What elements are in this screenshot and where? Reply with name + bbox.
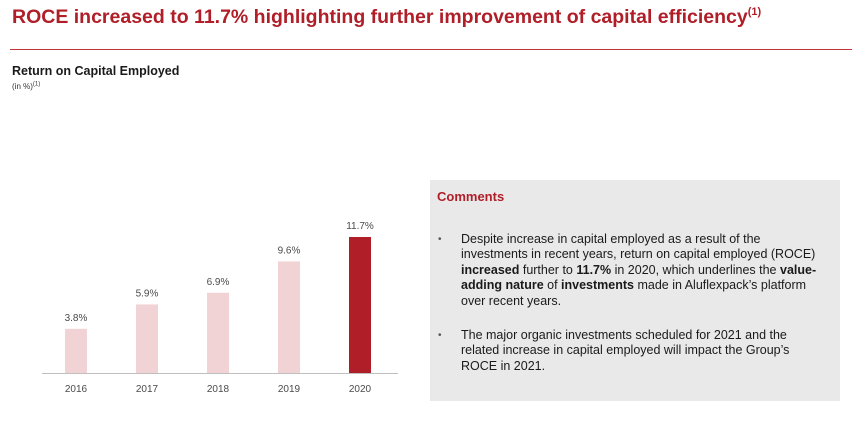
comments-panel: Comments • Despite increase in capital e…	[430, 180, 840, 401]
x-tick-2016: 2016	[65, 384, 88, 395]
x-tick-2018: 2018	[207, 384, 230, 395]
bar-2017	[136, 304, 158, 373]
comment-segment: of	[543, 278, 562, 293]
comment-segment: further to	[519, 262, 577, 277]
comment-segment: Despite increase in capital employed as …	[461, 232, 816, 262]
comment-segment-bold: value-adding nature	[461, 262, 817, 293]
title-divider	[10, 49, 852, 50]
roce-bar-chart: 3.8% 2016 5.9% 2017 6.9% 2018 9.6% 2019 11.7% 202…	[42, 221, 398, 395]
x-tick-2017: 2017	[136, 384, 159, 395]
chart-title: Return on Capital Employed	[12, 64, 180, 78]
comment-segment-bold: increased	[461, 262, 520, 277]
comment-segment: made in Aluflexpack’s platform over rece…	[461, 278, 807, 308]
chart-subtitle-text: (in %)	[12, 82, 33, 91]
bar-2018	[207, 292, 229, 373]
comment-item: • The major organic investments schedule…	[430, 328, 840, 374]
comment-item: • Despite increase in capital employed a…	[430, 232, 840, 309]
value-label-2018: 6.9%	[207, 277, 230, 288]
bar-2020	[349, 237, 371, 373]
chart-subtitle-footnote: (1)	[32, 81, 41, 88]
x-tick-2020: 2020	[349, 384, 372, 395]
comments-list: • Despite increase in capital employed a…	[430, 232, 840, 374]
comment-segment-bold: 11.7%	[576, 262, 612, 277]
page-title: ROCE increased to 11.7% highlighting fur…	[12, 6, 761, 29]
bullet-icon: •	[438, 330, 442, 342]
comments-heading: Comments	[437, 189, 505, 204]
value-label-2020: 11.7%	[346, 221, 374, 232]
comment-segment: in 2020, which underlines the	[611, 262, 780, 277]
comment-segment-bold: investments	[561, 278, 634, 293]
page-title-text: ROCE increased to 11.7% highlighting fur…	[12, 6, 748, 28]
value-label-2017: 5.9%	[136, 288, 159, 299]
bar-2016	[65, 328, 87, 373]
bullet-icon: •	[438, 234, 442, 245]
x-tick-2019: 2019	[278, 384, 301, 395]
bar-2019	[278, 261, 300, 373]
value-label-2019: 9.6%	[278, 245, 301, 256]
chart-subtitle: (in %)(1)	[12, 81, 41, 91]
page-title-footnote: (1)	[747, 5, 762, 18]
comment-segment: The major organic investments scheduled …	[461, 328, 790, 373]
value-label-2016: 3.8%	[65, 313, 88, 324]
